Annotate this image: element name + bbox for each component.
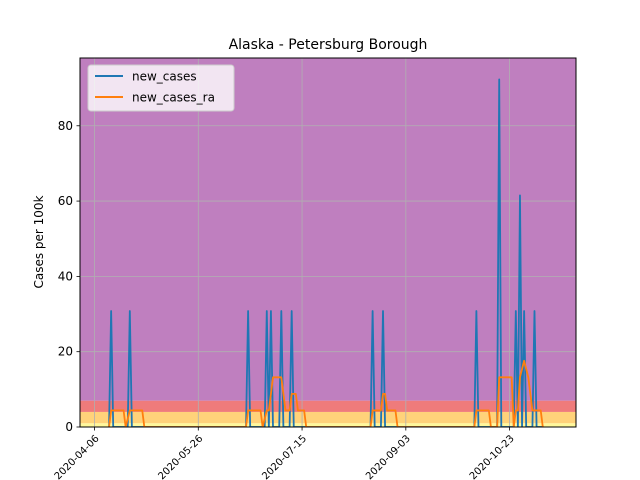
x-tick-label-2020-10-23: 2020-10-23 <box>468 433 517 480</box>
chart-title: Alaska - Petersburg Borough <box>229 37 428 53</box>
series-line-new-cases-ra <box>108 359 544 427</box>
series-layer <box>108 78 544 427</box>
legend-label-new-cases-ra: new_cases_ra <box>132 91 215 105</box>
y-axis: 0 20 40 60 80 <box>58 119 80 434</box>
y-axis-label: Cases per 100k <box>32 195 46 288</box>
risk-bands <box>80 58 576 427</box>
plot-frame <box>79 57 577 428</box>
x-tick-label-2020-04-06: 2020-04-06 <box>53 433 102 480</box>
risk-band-2 <box>80 400 576 412</box>
risk-band-1 <box>80 411 576 424</box>
x-tick-label-2020-05-26: 2020-05-26 <box>157 433 206 480</box>
y-tick-label-40: 40 <box>58 269 73 283</box>
y-tick-label-0: 0 <box>65 420 73 434</box>
legend-label-new-cases: new_cases <box>132 70 197 84</box>
y-tick-label-20: 20 <box>58 345 73 359</box>
legend-box <box>87 64 235 112</box>
x-tick-label-2020-09-03: 2020-09-03 <box>364 433 413 480</box>
x-tick-label-2020-07-15: 2020-07-15 <box>260 433 309 480</box>
y-tick-label-60: 60 <box>58 194 73 208</box>
grid-lines <box>80 58 576 427</box>
y-tick-label-80: 80 <box>58 119 73 133</box>
risk-band-3 <box>80 58 576 401</box>
series-line-new-cases <box>108 78 543 427</box>
risk-band-0 <box>80 423 576 427</box>
legend: new_cases new_cases_ra <box>87 64 235 112</box>
x-axis: 2020-04-06 2020-05-26 2020-07-15 2020-09-03… <box>53 427 517 480</box>
